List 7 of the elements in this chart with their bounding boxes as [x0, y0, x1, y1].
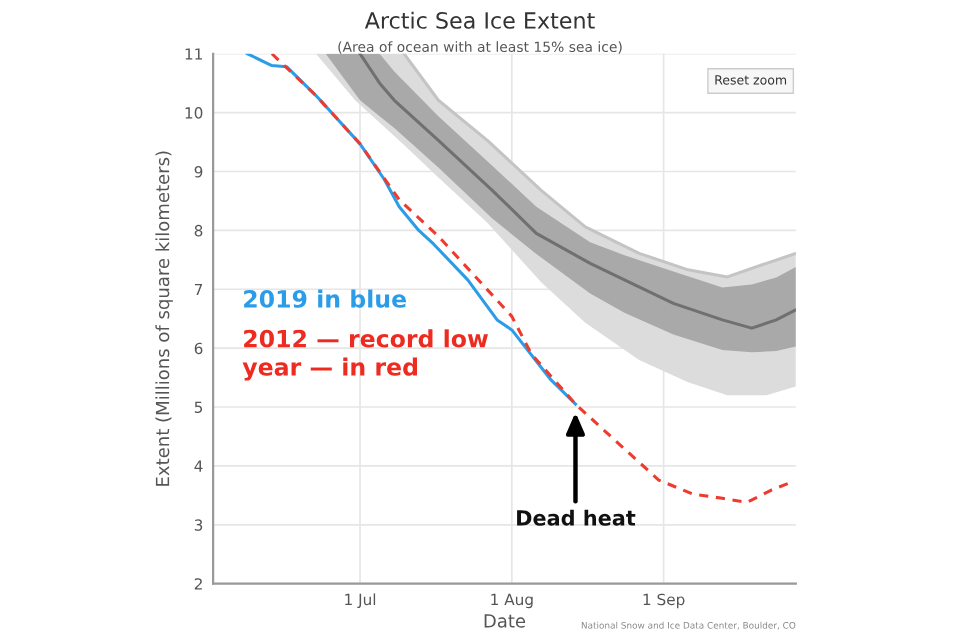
annotation: Dead heat [517, 509, 636, 526]
line-series [245, 53, 578, 406]
annotation: 2012 — record low year — in red [242, 329, 488, 381]
chart-title: Arctic Sea Ice Extent [364, 11, 595, 29]
annotation: 2019 in blue [244, 289, 406, 308]
y-axis-title: Extent (Millions of square kilometers) [155, 151, 173, 486]
x-axis-title: Date [484, 614, 526, 628]
